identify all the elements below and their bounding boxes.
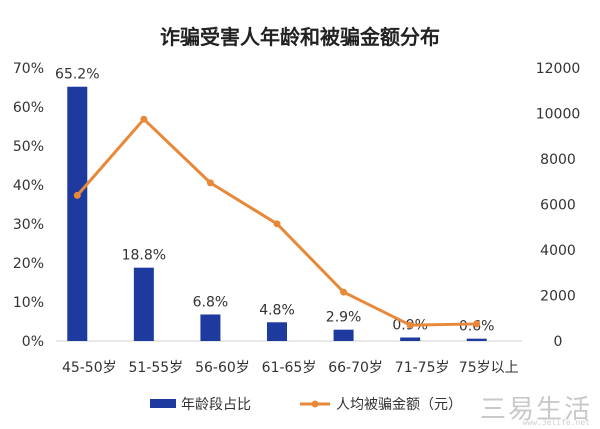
x-tick-label: 51-55岁 [129, 360, 184, 376]
left-axis: 0% 10% 20% 30% 40% 50% 60% 70% [13, 61, 44, 350]
bar-value-label: 6.8% [193, 294, 229, 310]
left-tick-label: 50% [13, 139, 44, 155]
line-point [140, 115, 148, 123]
bar [133, 267, 154, 341]
watermark-url: www.3elife.net [522, 418, 590, 427]
line-series [73, 115, 481, 329]
x-axis: 45-50岁 51-55岁 56-60岁 61-65岁 66-70岁 71-75岁 75岁以… [56, 340, 522, 376]
legend-label-bar: 年龄段占比 [181, 397, 251, 413]
right-tick-label: 10000 [536, 107, 581, 123]
bar-value-label: 4.8% [259, 302, 295, 318]
x-tick-label: 61-65岁 [262, 360, 317, 376]
line-point [273, 220, 281, 228]
legend: 年龄段占比 人均被骗金额（元） [150, 397, 462, 413]
bar [400, 337, 421, 341]
legend-marker-line [311, 400, 319, 408]
line-point [206, 179, 214, 187]
line-point [340, 288, 348, 296]
left-tick-label: 30% [13, 217, 44, 233]
right-axis: 0 2000 4000 6000 8000 10000 12000 [536, 61, 581, 350]
left-tick-label: 20% [13, 256, 44, 272]
chart-title: 诈骗受害人年龄和被骗金额分布 [160, 25, 440, 49]
right-tick-label: 12000 [536, 61, 581, 77]
x-tick-label: 75岁以上 [459, 360, 519, 376]
legend-label-line: 人均被骗金额（元） [336, 397, 462, 413]
bar-value-label: 65.2% [55, 67, 99, 83]
line-point [73, 191, 81, 199]
legend-swatch-bar [150, 399, 176, 408]
line-point [406, 321, 414, 329]
x-tick-label: 56-60岁 [195, 360, 250, 376]
right-tick-label: 6000 [540, 198, 576, 214]
left-tick-label: 70% [13, 61, 44, 77]
watermark-logo: 三易生活 [479, 395, 592, 425]
x-tick-label: 71-75岁 [395, 360, 450, 376]
bar [67, 86, 88, 341]
left-tick-label: 0% [22, 334, 44, 350]
bar [333, 329, 354, 341]
x-tick-label: 66-70岁 [328, 360, 383, 376]
left-tick-label: 10% [13, 295, 44, 311]
left-tick-label: 60% [13, 100, 44, 116]
line-point [473, 320, 481, 328]
right-tick-label: 8000 [540, 152, 576, 168]
bar [200, 314, 221, 341]
right-tick-label: 0 [554, 334, 563, 350]
bar [466, 338, 487, 341]
bar [267, 322, 287, 341]
right-tick-label: 2000 [540, 289, 576, 305]
bar-labels: 65.2%18.8%6.8%4.8%2.9%0.9%0.6% [55, 67, 494, 335]
left-tick-label: 40% [13, 178, 44, 194]
right-tick-label: 4000 [540, 243, 576, 259]
bar-value-label: 18.8% [122, 248, 166, 264]
bar-series [67, 86, 487, 341]
bar-value-label: 2.9% [326, 310, 362, 326]
x-tick-label: 45-50岁 [62, 360, 117, 376]
